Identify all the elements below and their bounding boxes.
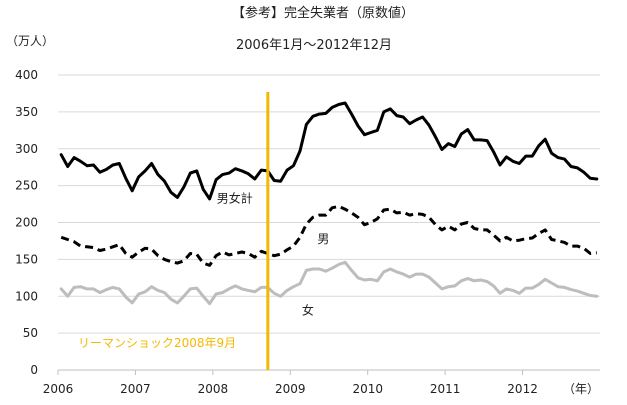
x-tick-label: 2010 [352, 382, 383, 396]
y-tick-label: 0 [30, 363, 38, 377]
annotations: リーマンショック2008年9月 [78, 92, 270, 370]
series-line-1 [60, 204, 597, 267]
y-axis-label: （万人） [6, 34, 54, 48]
x-tick-label: 2008 [198, 382, 229, 396]
gridlines [58, 74, 600, 371]
y-tick-label: 100 [15, 289, 38, 303]
x-tick-label: 2006 [43, 382, 74, 396]
series-label: 女 [302, 303, 314, 318]
series-line-0 [59, 101, 599, 201]
x-tick-label: 2012 [507, 382, 538, 396]
chart-subtitle: 2006年1月～2012年12月 [236, 38, 392, 53]
series-line-2 [59, 260, 599, 306]
y-tick-label: 250 [15, 179, 38, 193]
x-tick-label: 2009 [275, 382, 306, 396]
y-tick-label: 400 [15, 68, 38, 82]
x-axis-label: （年） [563, 382, 599, 396]
y-tick-label: 150 [15, 252, 38, 266]
x-tick-label: 2007 [120, 382, 151, 396]
series-label: 男女計 [217, 191, 253, 206]
y-tick-label: 350 [15, 105, 38, 119]
x-tick-label: 2011 [430, 382, 461, 396]
chart-title: 【参考】完全失業者（原数値） [232, 5, 414, 21]
lehman-annotation-label: リーマンショック2008年9月 [78, 336, 236, 350]
series-label: 男 [317, 232, 329, 246]
series-lines [59, 101, 599, 306]
y-tick-labels: 0 50 100 150 200 250 300 350 400 [15, 68, 38, 377]
x-tick-labels: 2006 2007 2008 2009 2010 2011 2012 [43, 370, 538, 396]
y-tick-label: 50 [23, 326, 38, 340]
y-tick-label: 200 [15, 216, 38, 230]
y-tick-label: 300 [15, 142, 38, 156]
